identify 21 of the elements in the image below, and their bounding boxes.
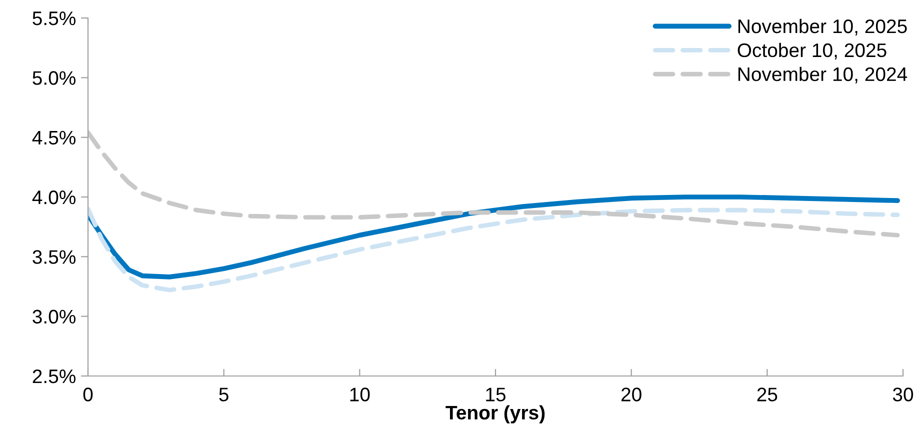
y-tick-label: 3.0% xyxy=(32,310,76,324)
y-tick-label: 4.5% xyxy=(32,130,76,145)
x-tick-label: 0 xyxy=(83,388,93,402)
y-tick-label: 3.5% xyxy=(32,250,76,264)
y-tick-label: 5.5% xyxy=(32,12,76,26)
line-series xyxy=(88,194,900,280)
y-tick-label: 2.5% xyxy=(32,369,76,384)
x-tick-label: 5 xyxy=(219,388,228,402)
x-tick-label: 15 xyxy=(486,388,506,402)
y-tick-label: 5.0% xyxy=(32,71,76,85)
y-tick-label: 4.0% xyxy=(32,190,76,204)
legend-label: October 10, 2025 xyxy=(738,42,886,60)
x-tick-label: 25 xyxy=(757,388,778,402)
line-series xyxy=(88,206,900,292)
legend-label: November 10, 2024 xyxy=(738,66,908,84)
x-axis-title: Tenor (yrs) xyxy=(446,405,545,424)
legend-label: November 10, 2025 xyxy=(738,18,907,36)
x-tick-label: 30 xyxy=(892,388,914,402)
line-series xyxy=(88,130,900,238)
x-tick-label: 10 xyxy=(350,388,370,402)
x-tick-label: 20 xyxy=(622,388,642,402)
